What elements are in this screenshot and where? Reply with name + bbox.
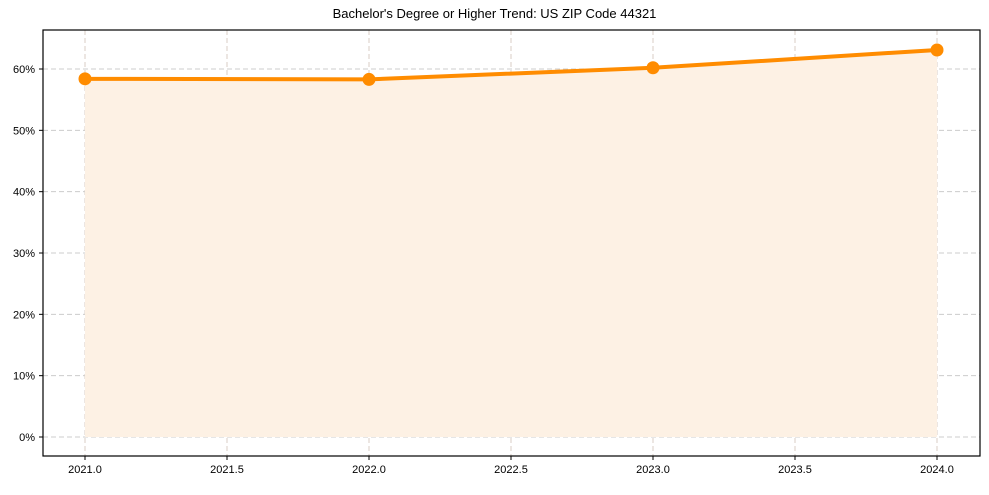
x-tick-label: 2021.0 [68,464,102,476]
area-fill [85,49,937,438]
y-tick-label: 60% [13,64,35,76]
x-tick-label: 2022.0 [352,464,386,476]
data-point [78,72,92,86]
x-axis: 2021.0 2021.5 2022.0 2022.5 2023.0 2023.5 2024… [68,456,954,476]
y-tick-label: 0% [19,432,35,444]
y-tick-label: 20% [13,309,35,321]
y-tick-label: 10% [13,371,35,383]
y-tick-label: 30% [13,248,35,260]
data-point [646,61,660,75]
y-tick-label: 50% [13,125,35,137]
y-axis: 0% 10% 20% 30% 40% 50% 60% [13,64,43,444]
chart-title: Bachelor's Degree or Higher Trend: US ZI… [332,6,657,21]
x-tick-label: 2024.0 [920,464,954,476]
y-tick-label: 40% [13,187,35,199]
x-tick-label: 2022.5 [494,464,528,476]
x-tick-label: 2023.0 [636,464,670,476]
data-point [930,43,944,57]
x-tick-label: 2023.5 [778,464,812,476]
x-tick-label: 2021.5 [210,464,244,476]
series-line [84,47,938,82]
data-point [362,72,376,86]
